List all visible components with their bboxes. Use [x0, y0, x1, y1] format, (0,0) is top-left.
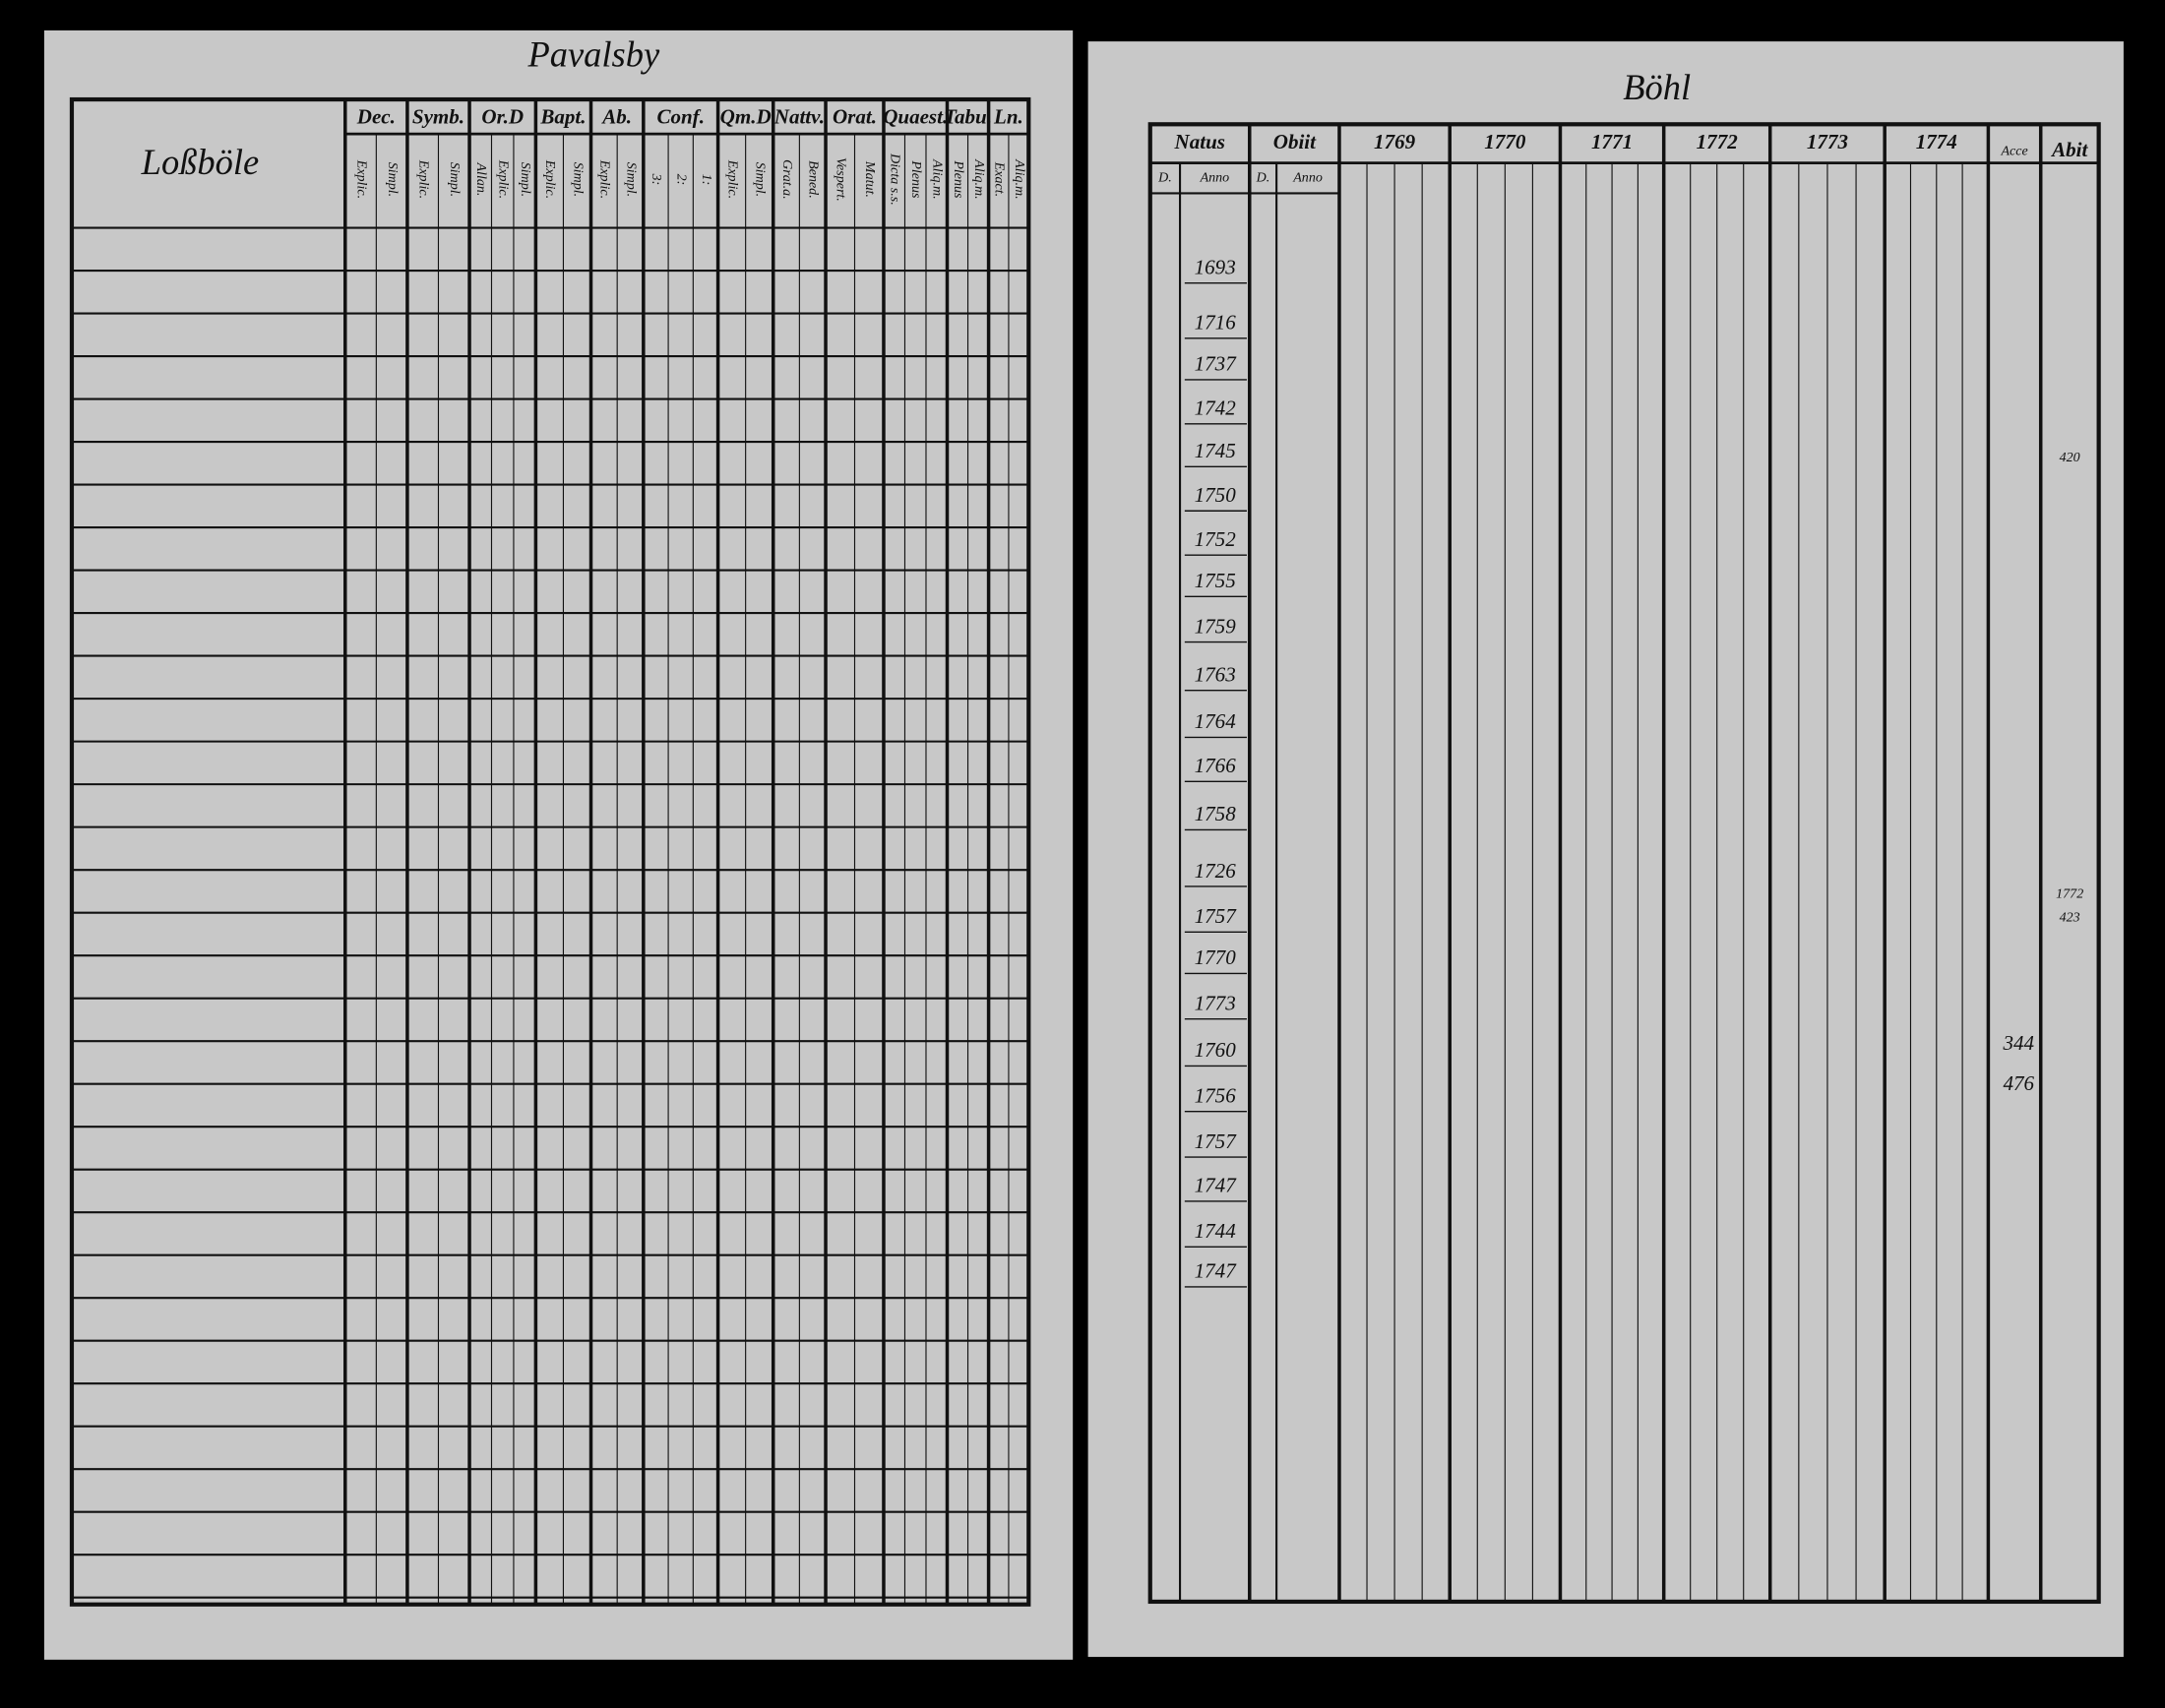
column-subheader: Simpl.	[385, 162, 401, 197]
column-header: Acce	[2000, 144, 2027, 159]
year-header: 1769	[1374, 130, 1416, 153]
column-subheader: D.	[1256, 169, 1270, 185]
column-subheader: Explic.	[495, 159, 511, 199]
left-title: Pavalsby	[526, 33, 659, 74]
column-subheader: Explic.	[353, 159, 369, 199]
birth-year: 1745	[1195, 439, 1236, 462]
birth-year: 1773	[1195, 991, 1236, 1014]
column-header: Or.D	[481, 105, 524, 129]
column-header: Natus	[1174, 130, 1225, 153]
column-subheader: Bened.	[805, 160, 821, 199]
birth-year: 1766	[1195, 754, 1237, 777]
column-subheader: Anno	[1200, 169, 1230, 185]
column-header: Bapt.	[539, 105, 586, 129]
column-subheader: Simpl.	[518, 162, 533, 197]
abit-note: 423	[2060, 909, 2080, 925]
column-subheader: Plenus	[951, 159, 966, 199]
column-subheader: Simpl.	[623, 162, 639, 197]
column-header: Conf.	[656, 105, 705, 129]
birth-year: 1757	[1195, 1129, 1238, 1153]
column-subheader: Vespert.	[834, 157, 849, 202]
birth-year: 1726	[1195, 859, 1237, 883]
year-header: 1774	[1916, 130, 1957, 153]
year-header: 1771	[1591, 130, 1633, 153]
column-subheader: Aliq.m.	[971, 158, 987, 200]
column-subheader: Aliq.m.	[930, 158, 946, 200]
column-subheader: Simpl.	[752, 162, 768, 197]
column-subheader: Explic.	[542, 159, 558, 199]
column-subheader: 3:	[649, 173, 664, 186]
birth-year: 1744	[1195, 1219, 1237, 1243]
acce-note: 344	[2003, 1031, 2035, 1055]
left-page	[43, 30, 1074, 1660]
right-title: Böhl	[1623, 67, 1691, 107]
column-subheader: Dicta s.s.	[887, 152, 902, 206]
birth-year: 1737	[1195, 352, 1238, 376]
column-subheader: Explic.	[724, 159, 740, 199]
column-header: Dec.	[356, 105, 396, 129]
abit-note: 420	[2060, 450, 2080, 465]
column-subheader: Allan.	[473, 162, 489, 197]
birth-year: 1770	[1195, 946, 1237, 969]
birth-year: 1758	[1195, 802, 1237, 825]
year-header: 1772	[1697, 130, 1739, 153]
birth-year: 1760	[1195, 1038, 1237, 1062]
column-subheader: D.	[1157, 169, 1172, 185]
birth-year: 1750	[1195, 483, 1237, 507]
column-subheader: 2:	[673, 174, 689, 186]
birth-year: 1763	[1195, 662, 1236, 686]
column-subheader: Explic.	[597, 159, 613, 199]
column-header: Obiit	[1273, 130, 1317, 153]
birth-year: 1747	[1195, 1174, 1238, 1197]
column-header: Abit	[2050, 138, 2088, 161]
column-subheader: Simpl.	[570, 162, 586, 197]
left-table-frame	[69, 96, 1031, 1607]
birth-year: 1747	[1195, 1259, 1238, 1283]
birth-year: 1752	[1195, 527, 1237, 551]
birth-year: 1755	[1195, 569, 1236, 592]
birth-year: 1716	[1195, 311, 1237, 335]
column-subheader: Aliq.m.	[1012, 158, 1027, 200]
column-subheader: Explic.	[415, 159, 431, 199]
column-header: Tabu.	[944, 105, 992, 129]
column-header: Nattv.	[773, 105, 825, 129]
birth-year: 1757	[1195, 904, 1238, 928]
village-name: Loßböle	[141, 142, 260, 182]
acce-note: 476	[2004, 1071, 2035, 1095]
column-header: Ab.	[600, 105, 632, 129]
birth-year: 1742	[1195, 396, 1237, 420]
column-subheader: Plenus	[908, 159, 924, 199]
abit-note: 1772	[2056, 886, 2083, 902]
column-subheader: Anno	[1292, 169, 1323, 185]
column-header: Ln.	[993, 105, 1023, 129]
birth-year: 1759	[1195, 614, 1237, 638]
birth-year: 1756	[1195, 1084, 1237, 1108]
birth-year: 1764	[1195, 709, 1237, 733]
birth-year: 1693	[1195, 255, 1236, 278]
column-subheader: Matut.	[862, 160, 878, 198]
column-subheader: Simpl.	[447, 162, 463, 197]
year-header: 1770	[1484, 130, 1526, 153]
year-header: 1773	[1807, 130, 1848, 153]
column-subheader: 1:	[699, 174, 714, 186]
column-header: Symb.	[412, 105, 464, 129]
column-subheader: Grat.a.	[779, 159, 795, 200]
right-page	[1087, 41, 2124, 1658]
column-header: Quaest.	[883, 105, 948, 129]
column-header: Orat.	[833, 105, 877, 129]
column-header: Qm.D	[720, 105, 772, 129]
column-subheader: Exact.	[992, 161, 1008, 197]
